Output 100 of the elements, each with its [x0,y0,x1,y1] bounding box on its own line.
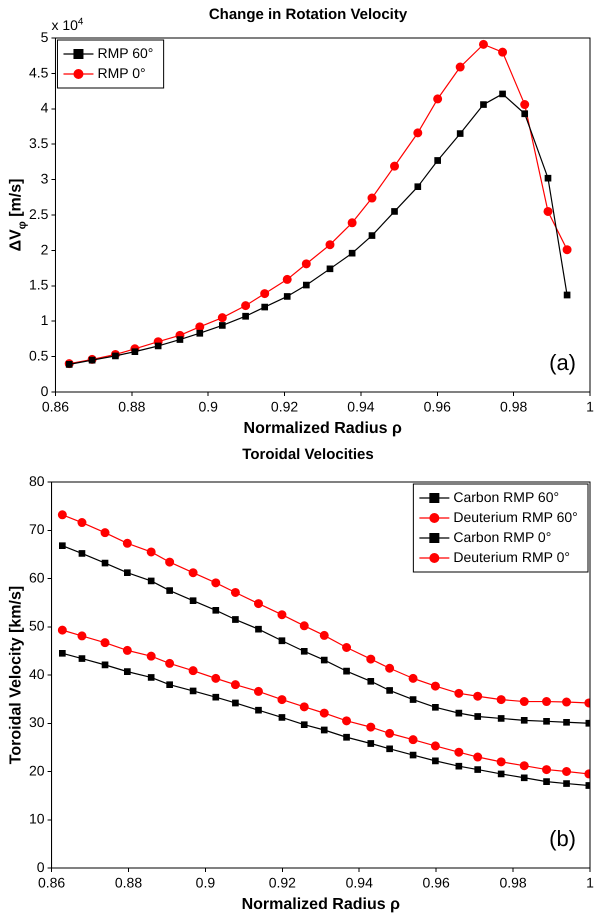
point [255,706,262,714]
point [58,510,67,520]
point [232,700,239,706]
point [386,745,393,752]
annotation: (b) [549,826,576,851]
point [300,621,309,630]
point [124,569,131,576]
point [414,183,422,190]
point [212,694,220,701]
point [408,674,418,683]
point [432,758,439,764]
x-tick-label: 0.96 [422,874,450,890]
point [456,710,462,716]
point [232,616,239,623]
point [148,578,155,584]
point [454,688,464,698]
y-tick-label: 10 [28,810,45,827]
point [520,717,528,724]
point [176,336,184,343]
point [278,637,286,644]
point [432,704,439,711]
point [300,721,308,728]
y-tick-label: 50 [28,618,45,634]
x-tick-label: 0.94 [346,874,374,890]
point [520,697,529,706]
point [563,718,570,726]
legend-label: RMP 60° [97,44,154,61]
point [473,692,482,701]
point [320,630,329,640]
point [543,778,550,785]
point [241,301,250,310]
point [325,240,334,250]
point [284,293,291,300]
point [391,208,398,215]
point [408,735,418,744]
point [474,713,482,720]
point [77,631,86,640]
point [542,697,552,706]
point [196,330,204,337]
point [563,780,570,787]
point [277,610,286,620]
point [366,654,376,664]
point [430,741,440,750]
point [166,587,173,594]
x-tick-label: 1 [586,874,594,890]
point [520,761,529,770]
y-axis-title: ΔVφ [m/s] [7,178,28,252]
point [278,714,286,721]
point [473,752,482,762]
point [326,265,334,272]
point [112,352,119,360]
y-tick-label: 2.5 [28,206,49,222]
point [456,762,462,770]
y-tick-label: 30 [28,714,45,730]
x-tick-label: 0.94 [347,398,375,414]
point [456,130,464,137]
point [146,652,156,661]
point [320,656,328,664]
point [343,668,350,674]
y-tick-label: 1 [40,312,49,328]
y-tick-label: 70 [28,521,45,538]
y-tick-label: 2 [40,241,49,258]
point [367,194,376,203]
point [302,259,311,268]
point [218,313,227,322]
point [348,218,357,228]
point [430,682,440,691]
point [58,626,67,635]
point [100,528,110,538]
point [300,648,308,655]
point [190,688,196,694]
point [413,128,422,138]
y-axis-title: Toroidal Velocity [km/s] [7,586,24,764]
point [343,734,350,741]
point [385,664,394,673]
x-tick-label: 0.98 [500,398,528,414]
point [254,686,263,696]
annotation: (a) [549,350,576,375]
point [498,715,504,722]
point [480,101,487,108]
x-tick-label: 0.88 [114,874,142,890]
point [520,100,530,110]
y-tick-label: 20 [28,762,45,778]
point [366,722,376,732]
y-tick-label: 0.5 [28,347,49,364]
x-tick-label: 0.96 [424,398,452,414]
point [59,650,66,657]
x-axis-title: Normalized Radius ρ [242,896,400,913]
point [342,642,352,652]
point [242,312,249,320]
point [562,698,572,707]
y-tick-label: 4 [40,100,49,116]
point [230,588,240,597]
point [544,174,552,182]
point [456,62,465,72]
x-tick-label: 0.86 [42,398,70,414]
point [122,538,132,548]
point [320,726,328,734]
point [390,162,400,171]
y-tick-label: 0 [40,382,49,399]
